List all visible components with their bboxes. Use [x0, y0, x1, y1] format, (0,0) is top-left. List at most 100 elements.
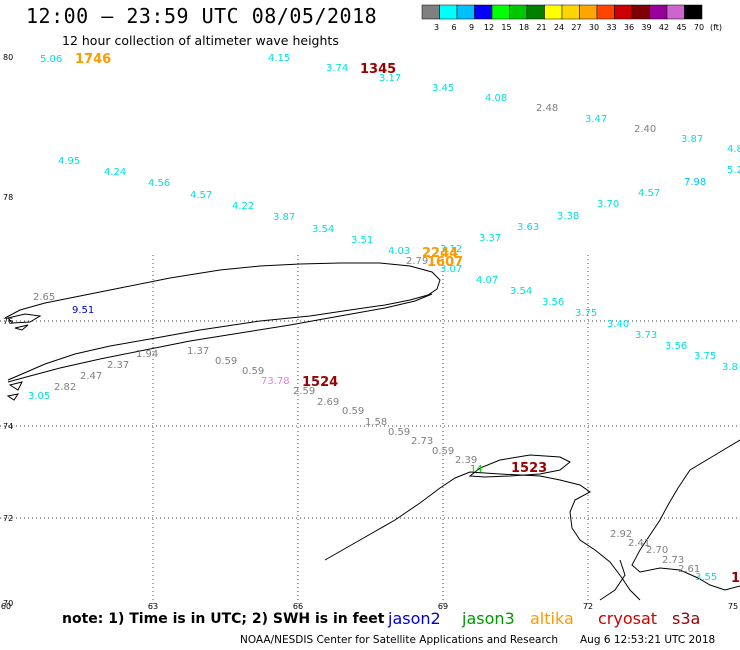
observation-value: 3.8: [722, 362, 738, 373]
observation-value: 2.40: [634, 124, 656, 135]
scale-swatch: [544, 4, 563, 20]
observation-value: 4.07: [476, 275, 498, 286]
generated-timestamp: Aug 6 12:53:21 UTC 2018: [580, 634, 716, 646]
scale-swatch: [474, 4, 493, 20]
scale-swatch: [456, 4, 475, 20]
satellite-jason3: jason3: [462, 609, 515, 628]
scale-swatch: [631, 4, 650, 20]
scale-swatch: [614, 4, 633, 20]
coastlines: [4, 262, 740, 601]
coastline-vaygach: [468, 454, 571, 478]
scale-swatch: [579, 4, 598, 20]
scale-unit: (ft): [710, 23, 722, 32]
observation-value: 3.12: [440, 244, 462, 255]
scale-swatch: [596, 4, 615, 20]
scale-tick-label: 30: [589, 23, 599, 32]
observation-value: 3.73: [635, 330, 657, 341]
observation-value: 9.51: [72, 305, 94, 316]
observation-value: 14: [470, 464, 483, 475]
latitude-label: 78: [3, 193, 13, 202]
observation-values: 5.06 4.153.743.173.454.082.483.472.403.87…: [28, 53, 740, 583]
pass-time-label: 1: [731, 571, 740, 586]
scale-tick-label: 6: [451, 23, 456, 32]
scale-tick-label: 9: [469, 23, 474, 32]
observation-value: 2.69: [317, 397, 339, 408]
coastline-islets: [6, 313, 42, 401]
observation-value: 2.79: [406, 256, 428, 267]
pass-time-label: 2244: [422, 246, 458, 261]
satellite-altika: altika: [530, 609, 574, 628]
satellite-jason2: jason2: [388, 609, 441, 628]
observation-value: 2.73: [411, 436, 433, 447]
scale-swatch: [421, 4, 440, 20]
scale-tick-label: 18: [519, 23, 529, 32]
observation-value: 7.98: [684, 177, 706, 188]
scale-tick-label: 21: [536, 23, 546, 32]
observation-value: 3.51: [351, 235, 373, 246]
latitude-label: 76: [3, 317, 13, 326]
observation-value: 1.58: [365, 417, 387, 428]
credit-line: NOAA/NESDIS Center for Satellite Applica…: [240, 634, 558, 646]
pass-time-label: 1523: [511, 461, 547, 476]
pass-time-label: 1345: [360, 62, 396, 77]
scale-swatch: [666, 4, 685, 20]
satellite-s3a: s3a: [672, 609, 701, 628]
scale-swatch: [561, 4, 580, 20]
scale-swatch: [491, 4, 510, 20]
satellite-cryosat: cryosat: [598, 609, 658, 628]
observation-value: 2.82: [54, 382, 76, 393]
observation-value: 3.38: [557, 211, 579, 222]
observation-value: 4.95: [58, 156, 80, 167]
observation-value: 2.73: [662, 555, 684, 566]
footer-note: note: 1) Time is in UTC; 2) SWH is in fe…: [62, 611, 385, 627]
latitude-label: 74: [3, 422, 13, 431]
observation-value: 4.03: [388, 246, 410, 257]
observation-value: 3.56: [665, 341, 687, 352]
observation-value: 2.37: [107, 360, 129, 371]
observation-value: 5.2: [727, 165, 740, 176]
observation-value: 3.74: [326, 63, 348, 74]
observation-value: 3.54: [510, 286, 532, 297]
pass-time-label: 1607: [427, 255, 463, 270]
observation-value: 2.92: [610, 529, 632, 540]
latitude-label: 72: [3, 514, 13, 523]
scale-tick-label: 24: [554, 23, 564, 32]
observation-value: 4.8: [727, 144, 740, 155]
observation-value: 3.47: [585, 114, 607, 125]
observation-value: 3.37: [479, 233, 501, 244]
observation-value: 2.41: [628, 538, 650, 549]
scale-tick-label: 70: [694, 23, 704, 32]
observation-value: 3.07: [440, 264, 462, 275]
observation-value: 5.06: [40, 54, 62, 65]
map-subtitle: 12 hour collection of altimeter wave hei…: [62, 33, 339, 48]
observation-value: 73.78: [261, 376, 290, 387]
observation-value: 3.05: [28, 391, 50, 402]
scale-tick-label: 3: [434, 23, 439, 32]
scale-tick-label: 45: [676, 23, 686, 32]
observation-value: 3.17: [379, 73, 401, 84]
coastline-south-island-north-shore: [7, 293, 433, 383]
observation-value: 1.37: [187, 346, 209, 357]
observation-value: 2.48: [536, 103, 558, 114]
color-scale: 3 6 9 12 15 18 21 24 27 30 33 36 39 42 45 70 (ft): [421, 4, 722, 32]
observation-value: 0.59: [215, 356, 237, 367]
scale-tick-label: 15: [501, 23, 511, 32]
pass-time-label: 1746: [75, 52, 111, 67]
coastline-mainland: [324, 471, 641, 601]
scale-swatch: [509, 4, 528, 20]
observation-value: 2.65: [33, 292, 55, 303]
observation-value: 3.75: [694, 351, 716, 362]
observation-value: 4.56: [148, 178, 170, 189]
observation-value: 3.56: [542, 297, 564, 308]
observation-value: 3.55: [695, 572, 717, 583]
observation-value: 2.59: [293, 386, 315, 397]
scale-tick-label: 33: [606, 23, 616, 32]
pass-time-label: 1524: [302, 375, 338, 390]
observation-value: 0.59: [388, 427, 410, 438]
coastline-yamal: [631, 439, 740, 591]
observation-value: 2.61: [678, 564, 700, 575]
observation-value: 1.94: [136, 349, 158, 360]
